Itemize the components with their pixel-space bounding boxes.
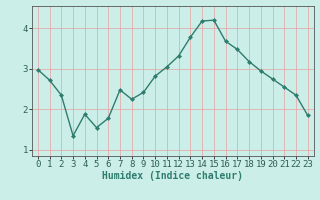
X-axis label: Humidex (Indice chaleur): Humidex (Indice chaleur) [102,171,243,181]
